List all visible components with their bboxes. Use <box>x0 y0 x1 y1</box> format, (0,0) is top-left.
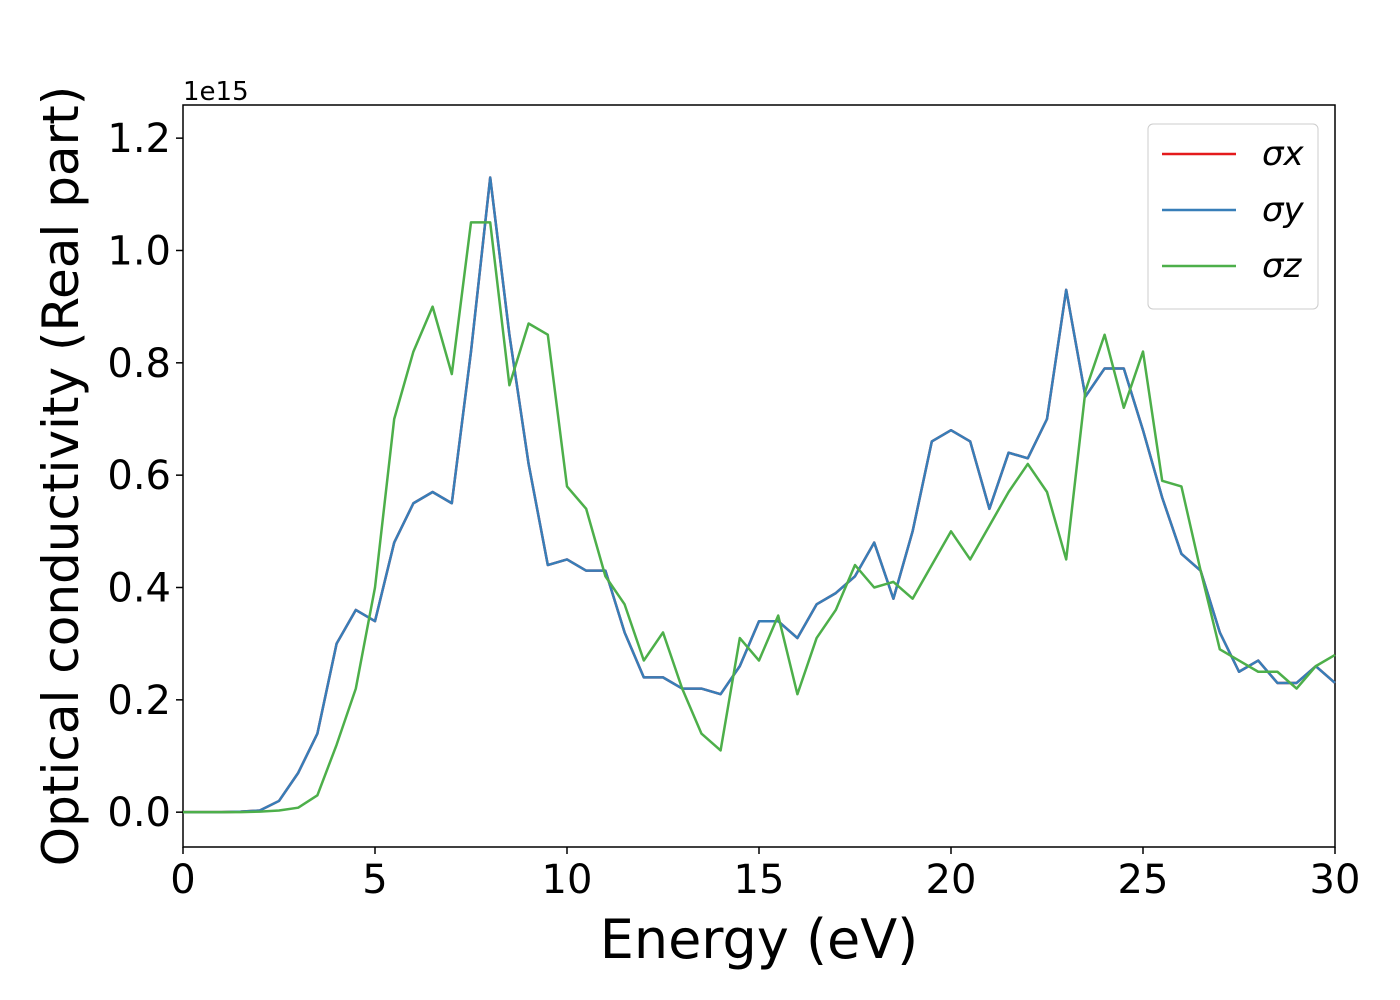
y-tick-label: 0.8 <box>107 341 171 387</box>
x-tick-label: 30 <box>1310 857 1361 903</box>
y-tick-label: 1.0 <box>107 228 171 274</box>
legend-label: σz <box>1262 246 1303 286</box>
y-offset-label: 1e15 <box>183 77 249 107</box>
legend-label: σy <box>1262 190 1305 230</box>
x-tick-label: 15 <box>734 857 785 903</box>
x-tick-label: 10 <box>542 857 593 903</box>
plot-frame <box>182 104 1336 848</box>
y-tick-label: 0.0 <box>107 790 171 836</box>
y-tick-label: 0.2 <box>107 678 171 724</box>
legend-label: σx <box>1262 134 1305 174</box>
x-tick-label: 5 <box>362 857 387 903</box>
series-line <box>183 221 1336 814</box>
x-tick-label: 25 <box>1118 857 1169 903</box>
legend-box <box>1147 123 1319 310</box>
y-tick-label: 0.6 <box>107 453 171 499</box>
x-tick-label: 20 <box>926 857 977 903</box>
y-tick-label: 0.4 <box>107 565 171 611</box>
y-tick-label: 1.2 <box>107 116 171 162</box>
series-line <box>183 176 1336 814</box>
y-axis-label: Optical conductivity (Real part) <box>32 86 90 867</box>
x-tick-label: 0 <box>170 857 195 903</box>
x-axis-label: Energy (eV) <box>600 908 919 971</box>
